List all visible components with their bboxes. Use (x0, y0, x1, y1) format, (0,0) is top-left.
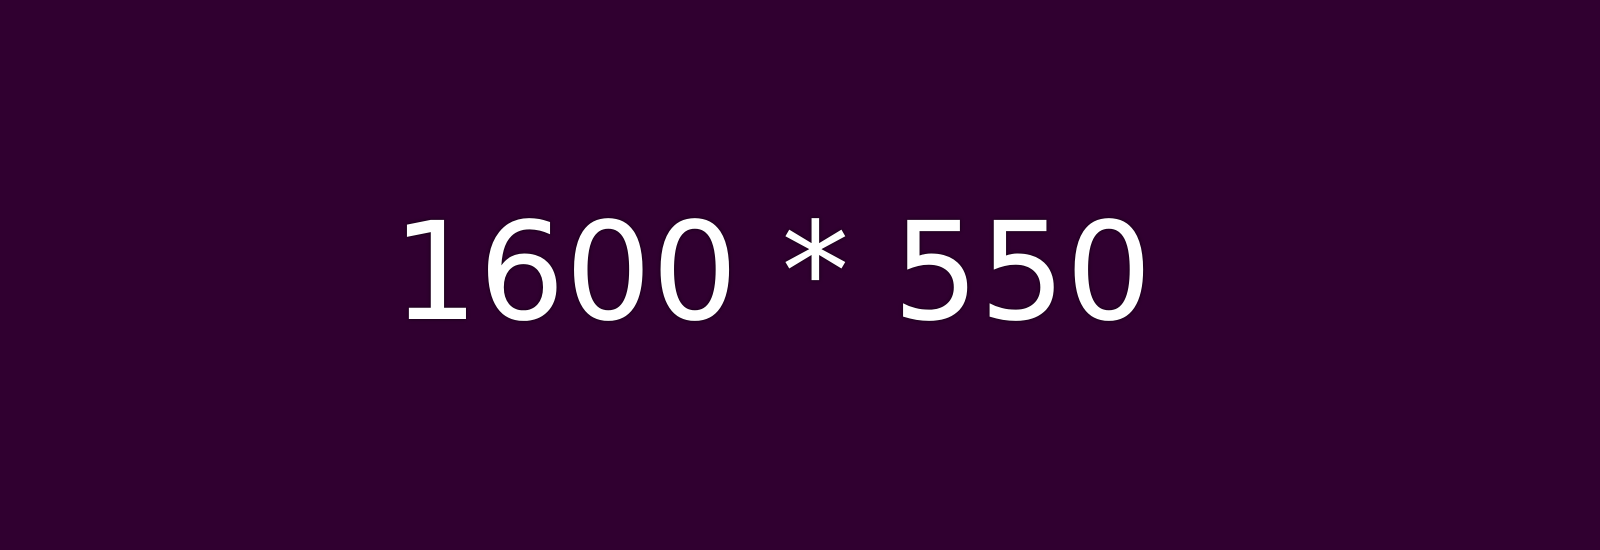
dimension-label: 1600 * 550 (392, 194, 1153, 352)
